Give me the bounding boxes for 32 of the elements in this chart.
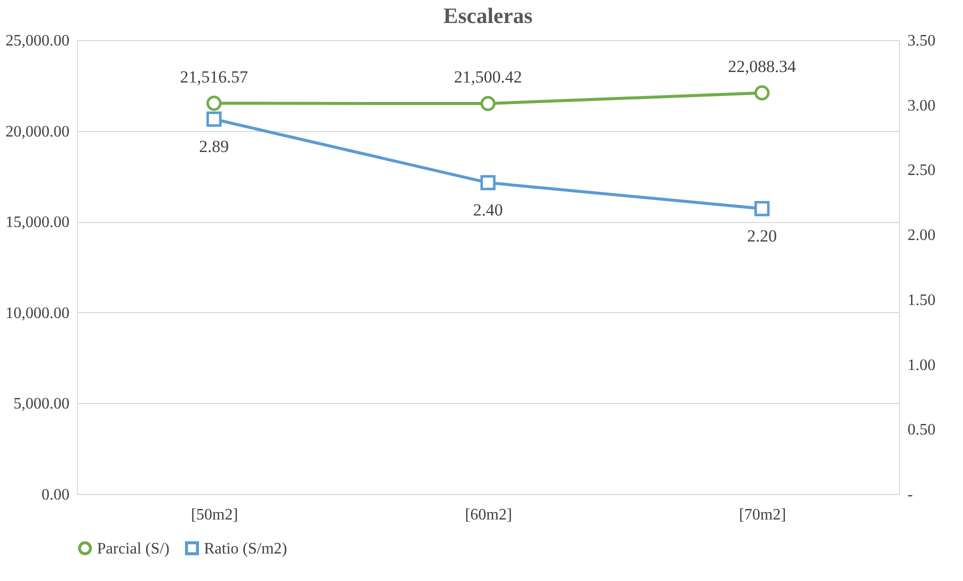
y-tick-label: 5,000.00 [14, 396, 70, 413]
y-tick-label: 10,000.00 [6, 304, 70, 322]
legend-label: Parcial (S/) [97, 540, 170, 558]
point [754, 201, 770, 216]
point [206, 112, 222, 127]
y2-tick-label: 3.00 [908, 97, 936, 114]
data-label: 2.40 [473, 200, 503, 220]
y2-tick-label: 1.50 [908, 292, 936, 309]
y2-tick-label: 2.00 [908, 227, 936, 244]
point [480, 175, 496, 190]
x-tick-label: [60m2] [464, 506, 512, 524]
point [206, 96, 222, 111]
y-tick-label: 15,000.00 [6, 214, 70, 232]
y-tick-label: 0.00 [42, 486, 70, 504]
legend-label: Ratio (S/m2) [204, 540, 288, 558]
y2-tick-label: - [908, 486, 913, 504]
data-label: 22,088.34 [728, 56, 796, 76]
chart-title: Escaleras [443, 3, 534, 28]
y-tick-label: 25,000.00 [6, 32, 70, 50]
y-tick-label: 20,000.00 [6, 123, 70, 140]
y2-tick-label: 3.50 [908, 32, 936, 50]
data-label: 2.20 [747, 226, 777, 246]
data-label: 21,500.42 [454, 68, 522, 87]
data-label: 2.89 [199, 137, 229, 156]
point [754, 85, 770, 100]
x-tick-label: [70m2] [738, 506, 786, 524]
point [480, 96, 496, 112]
data-label: 21,516.57 [180, 67, 248, 86]
y2-tick-label: 1.00 [908, 356, 936, 374]
y2-tick-label: 2.50 [908, 162, 936, 180]
y2-tick-label: 0.50 [908, 422, 936, 439]
x-tick-label: [50m2] [190, 506, 238, 524]
